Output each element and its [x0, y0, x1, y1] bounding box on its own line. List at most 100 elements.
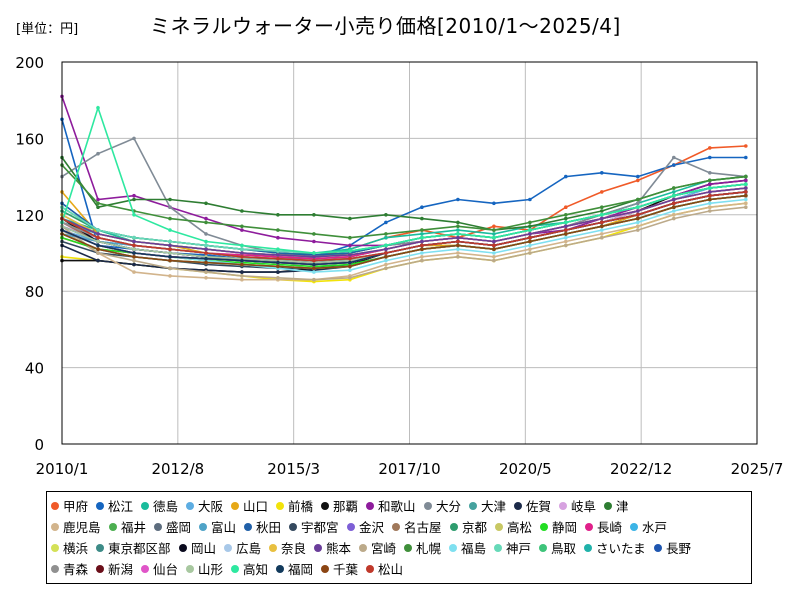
- data-point: [600, 213, 604, 217]
- data-point: [420, 258, 424, 263]
- legend-label: さいたま: [596, 541, 646, 556]
- series-line: [61, 164, 746, 239]
- data-point: [636, 228, 640, 232]
- legend-marker: [366, 502, 374, 510]
- legend-marker: [154, 523, 162, 531]
- data-point: [456, 232, 460, 236]
- legend-marker: [630, 523, 638, 531]
- x-tick-label: 2020/5: [499, 460, 552, 478]
- data-point: [492, 247, 496, 251]
- legend-item: 前橋: [276, 496, 313, 515]
- data-point: [528, 235, 532, 240]
- data-point: [132, 251, 136, 255]
- data-point: [708, 155, 712, 160]
- legend-label: 津: [616, 499, 629, 514]
- data-point: [564, 205, 568, 209]
- data-point: [384, 258, 388, 263]
- legend-marker: [539, 544, 547, 552]
- data-point: [708, 146, 712, 150]
- data-point: [384, 220, 388, 225]
- data-point: [672, 201, 676, 206]
- data-point: [96, 235, 100, 240]
- legend-label: 熊本: [326, 541, 352, 556]
- series-松山: [60, 190, 748, 263]
- legend-label: 水戸: [642, 520, 668, 535]
- data-point: [744, 174, 748, 179]
- data-point: [744, 197, 748, 202]
- legend-label: 大津: [481, 499, 507, 514]
- data-point: [132, 136, 136, 141]
- legend-item: 奈良: [269, 538, 306, 557]
- data-point: [672, 197, 676, 202]
- legend-marker: [186, 565, 194, 573]
- data-point: [312, 270, 316, 274]
- data-point: [96, 151, 100, 156]
- legend-item: 那覇: [321, 496, 358, 515]
- data-point: [384, 251, 388, 255]
- data-point: [240, 209, 244, 213]
- legend-marker: [96, 565, 104, 573]
- legend-marker: [495, 523, 503, 531]
- x-tick-label: 2015/3: [267, 460, 320, 478]
- legend-marker: [141, 565, 149, 573]
- legend-marker: [321, 565, 329, 573]
- legend-item: 仙台: [141, 559, 178, 578]
- data-point: [204, 243, 208, 248]
- data-point: [636, 220, 640, 225]
- data-point: [204, 276, 208, 280]
- data-point: [744, 144, 748, 148]
- data-point: [708, 201, 712, 206]
- legend-label: 宮崎: [371, 541, 397, 556]
- data-point: [672, 205, 676, 209]
- legend-label: 和歌山: [378, 499, 416, 514]
- legend-item: 佐賀: [514, 496, 551, 515]
- series-熊本: [60, 186, 748, 259]
- legend-marker: [109, 523, 117, 531]
- legend-item: 神戸: [494, 538, 531, 557]
- data-point: [132, 213, 136, 217]
- data-point: [492, 243, 496, 248]
- data-point: [708, 182, 712, 186]
- legend-item: 松江: [96, 496, 133, 515]
- legend-item: 宇都宮: [289, 517, 339, 536]
- legend-marker: [321, 502, 329, 510]
- legend-label: 甲府: [63, 499, 89, 514]
- legend-item: 福岡: [276, 559, 313, 578]
- data-point: [672, 163, 676, 167]
- legend-label: 山形: [198, 562, 224, 577]
- data-point: [204, 260, 208, 265]
- data-point: [672, 190, 676, 194]
- data-point: [744, 155, 748, 160]
- data-point: [456, 228, 460, 232]
- data-point: [744, 186, 748, 190]
- data-point: [600, 232, 604, 236]
- data-point: [420, 247, 424, 251]
- data-point: [492, 251, 496, 255]
- data-point: [528, 224, 532, 229]
- data-point: [672, 193, 676, 198]
- legend-marker: [51, 523, 59, 531]
- legend-item: 山口: [231, 496, 268, 515]
- legend-label: 名古屋: [404, 520, 442, 535]
- data-point: [384, 254, 388, 259]
- data-point: [312, 232, 316, 236]
- data-point: [168, 258, 172, 263]
- data-point: [96, 239, 100, 244]
- x-tick-label: 2017/10: [378, 460, 440, 478]
- data-point: [708, 190, 712, 194]
- x-axis-labels: 2010/1 2012/8 2015/3 2017/10 2020/5 2022/12 20…: [36, 460, 784, 478]
- series-札幌: [60, 163, 748, 240]
- legend-marker: [276, 565, 284, 573]
- data-point: [384, 247, 388, 251]
- y-tick-label: 0: [34, 436, 44, 454]
- data-point: [456, 239, 460, 244]
- legend-marker: [289, 523, 297, 531]
- data-point: [132, 235, 136, 240]
- data-point: [348, 268, 352, 273]
- legend-marker: [276, 502, 284, 510]
- data-point: [312, 251, 316, 255]
- legend-label: 富山: [211, 520, 237, 535]
- data-point: [204, 256, 208, 261]
- data-point: [600, 205, 604, 209]
- data-point: [276, 264, 280, 269]
